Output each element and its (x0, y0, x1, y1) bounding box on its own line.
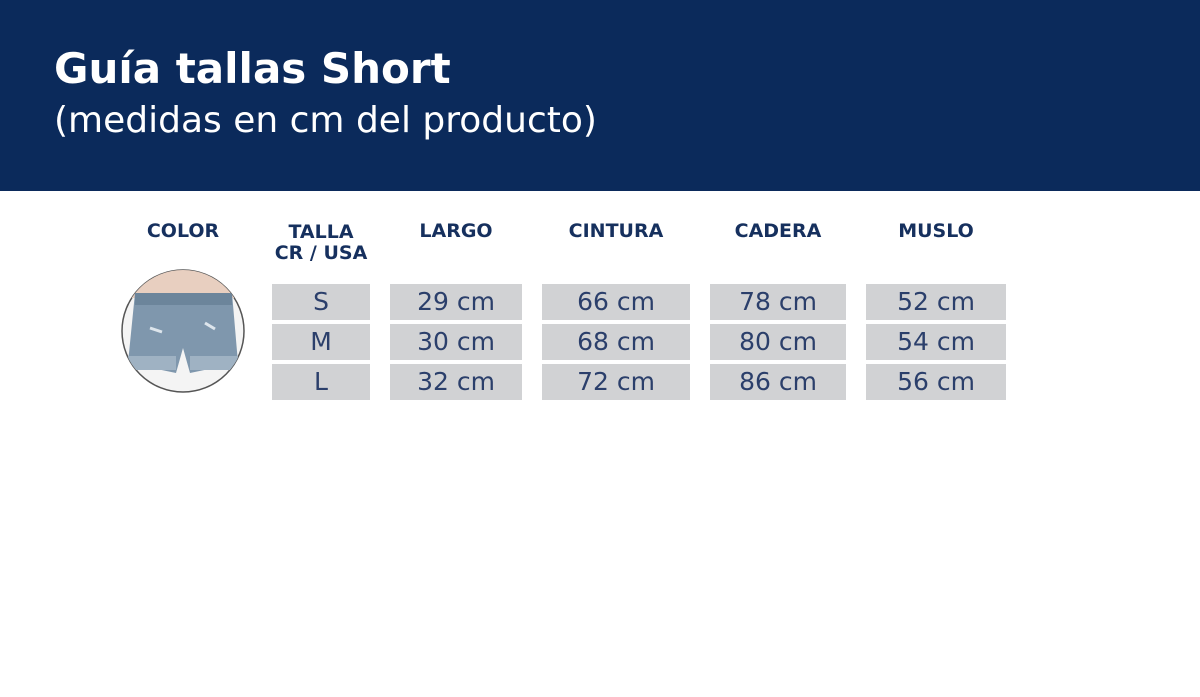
product-image (121, 269, 245, 393)
table-cell: S (272, 284, 370, 320)
table-cell: 78 cm (710, 284, 846, 320)
table-cell: 52 cm (866, 284, 1006, 320)
header-band: Guía tallas Short (medidas en cm del pro… (0, 0, 1200, 191)
table-cell: 54 cm (866, 324, 1006, 360)
title: Guía tallas Short (54, 44, 451, 93)
table-cell: 66 cm (542, 284, 690, 320)
column-header: CR / USA (274, 242, 368, 264)
column-header: MUSLO (898, 220, 974, 242)
column-header: CINTURA (568, 220, 664, 242)
table-cell: 86 cm (710, 364, 846, 400)
table-cell: L (272, 364, 370, 400)
table-cell: 68 cm (542, 324, 690, 360)
column-header: COLOR (146, 220, 220, 242)
table-cell: 80 cm (710, 324, 846, 360)
table-cell: 32 cm (390, 364, 522, 400)
column-header: LARGO (419, 220, 493, 242)
table-cell: 56 cm (866, 364, 1006, 400)
column-header: TALLA (288, 221, 354, 243)
table-cell: 30 cm (390, 324, 522, 360)
column-header: CADERA (734, 220, 822, 242)
table-cell: M (272, 324, 370, 360)
subtitle: (medidas en cm del producto) (54, 100, 597, 141)
table-cell: 72 cm (542, 364, 690, 400)
table-cell: 29 cm (390, 284, 522, 320)
